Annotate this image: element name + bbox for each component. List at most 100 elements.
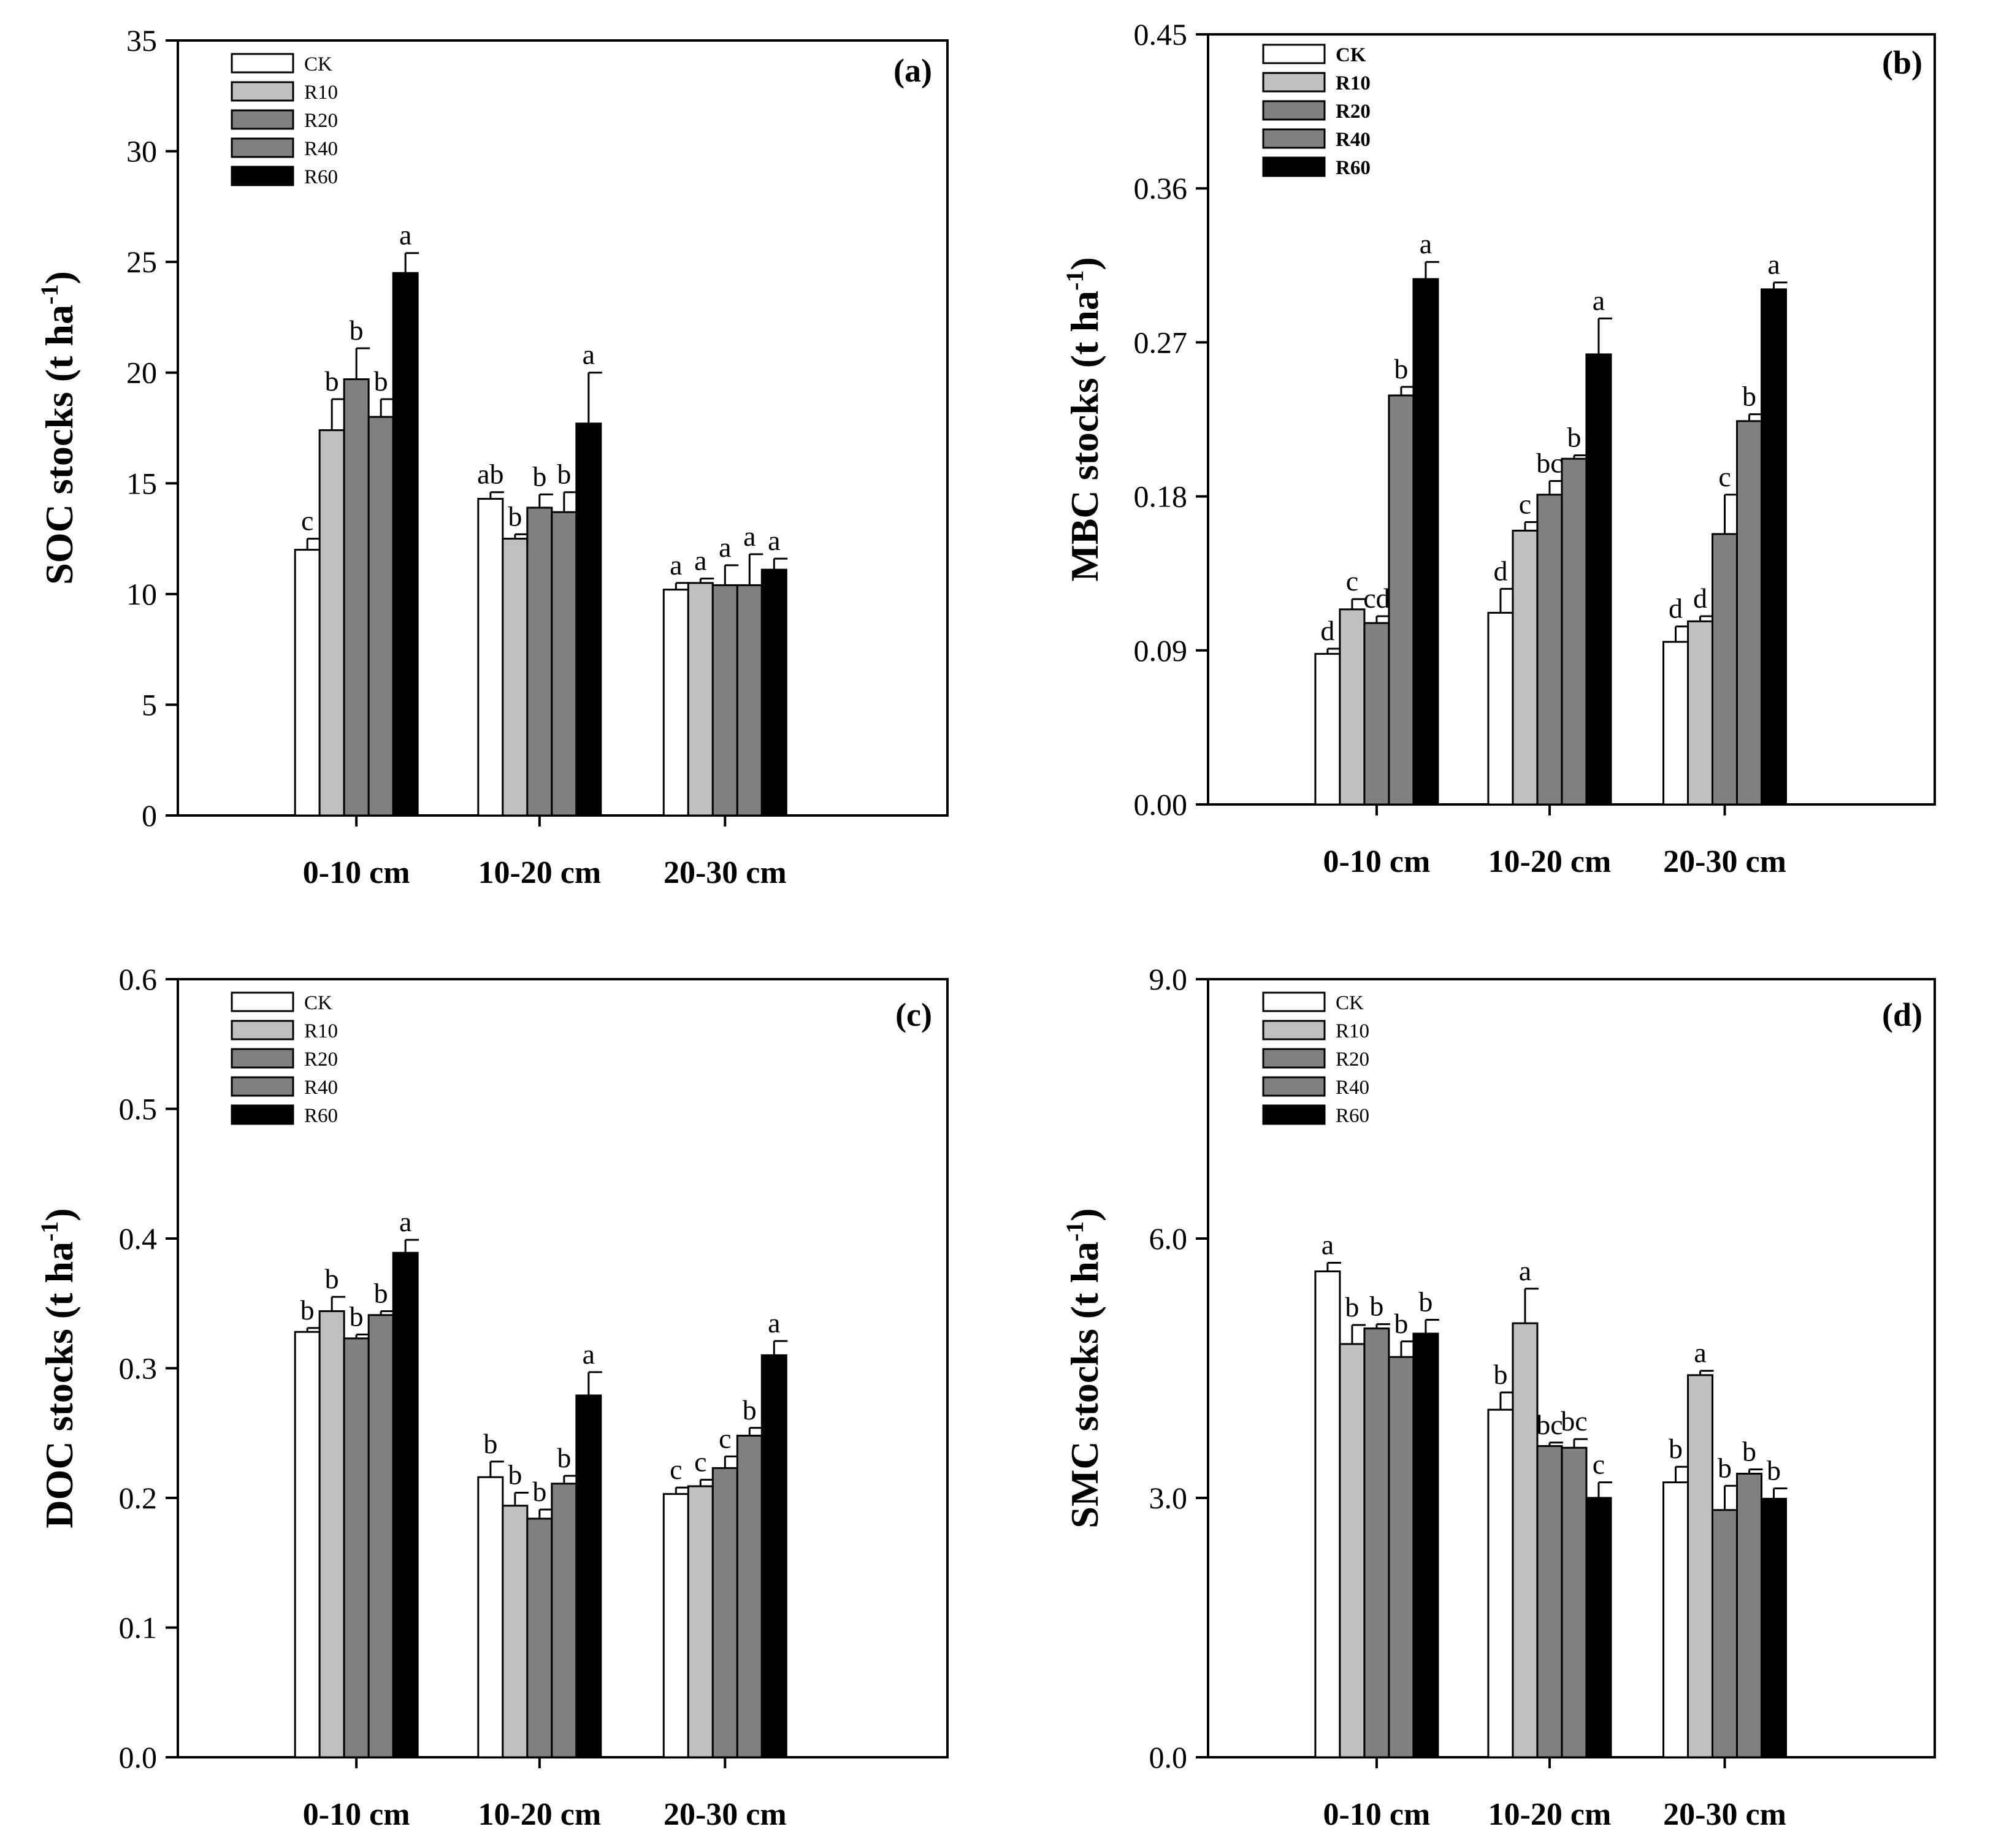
significance-letter: a [583, 339, 595, 370]
bar-ck [1487, 1408, 1514, 1758]
legend-swatch-r10 [231, 1020, 294, 1040]
significance-letter: b [532, 1476, 546, 1507]
significance-letter: b [1742, 381, 1756, 412]
significance-letter: a [719, 532, 731, 563]
significance-letter: a [583, 1338, 595, 1370]
bar-r40 [736, 1434, 763, 1758]
y-tick-label: 0 [142, 798, 157, 833]
bar-ck [1487, 611, 1514, 806]
panel-c: 0.0 0.1 0.2 0.3 0.4 0.5 0.6 DOC stocks (t ha-1)… [36, 962, 949, 1832]
significance-letter: c [670, 1454, 682, 1485]
y-tick-label: 0.45 [1134, 17, 1188, 52]
bar-r10 [687, 582, 714, 817]
legend-swatch-r60 [1262, 1104, 1326, 1125]
bar-r20 [711, 584, 738, 817]
y-axis-label: SOC stocks (t ha-1) [36, 271, 81, 585]
legend-label: R20 [304, 1048, 338, 1071]
legend-label: R10 [304, 1020, 338, 1042]
significance-letter: a [1420, 228, 1432, 259]
legend-swatch-r60 [231, 166, 294, 186]
significance-letter: b [1369, 1291, 1383, 1322]
x-category-label: 20-30 cm [1663, 1797, 1786, 1832]
significance-letter: a [1322, 1229, 1334, 1260]
bar-r40 [551, 511, 578, 817]
legend-label: R20 [1336, 101, 1371, 123]
y-tick-label: 0.4 [119, 1221, 158, 1256]
bar-ck [477, 1476, 504, 1758]
y-axis-label: SMC stocks (t ha-1) [1061, 1208, 1106, 1528]
y-axis-label-name: SOC stocks [37, 382, 81, 585]
panel-a: 0 5 10 15 20 25 30 35 SOC stocks (t ha-1) 0-10 cm… [36, 23, 949, 890]
x-category-label: 10-20 cm [478, 1797, 601, 1832]
significance-letter: b [483, 1428, 497, 1459]
legend-label: R20 [304, 110, 338, 132]
bar-r20 [711, 1467, 738, 1758]
bar-r60 [575, 1394, 602, 1758]
legend-label: R60 [304, 1105, 338, 1127]
y-tick-label: 0.2 [119, 1481, 158, 1515]
x-category-label: 10-20 cm [478, 855, 601, 890]
bar-r10 [1687, 1374, 1714, 1758]
y-axis-label-sup: -1 [36, 284, 63, 305]
bar-r40 [551, 1483, 578, 1758]
significance-letter: b [1567, 422, 1581, 453]
significance-letter: c [719, 1422, 731, 1454]
x-category-label: 0-10 cm [303, 1797, 410, 1832]
y-tick-label: 0.3 [119, 1351, 158, 1386]
significance-letter: b [325, 365, 339, 397]
y-axis-label-close: ) [1063, 1208, 1106, 1221]
y-tick-label: 0.36 [1134, 171, 1188, 205]
legend-label: R40 [304, 138, 338, 160]
significance-letter: c [1346, 565, 1358, 597]
legend-label: R10 [304, 82, 338, 104]
significance-letter: bc [1561, 1405, 1587, 1437]
y-axis-label-name: SMC stocks [1063, 1319, 1106, 1528]
y-tick-label: 9.0 [1149, 962, 1188, 996]
significance-letter: b [508, 1459, 522, 1491]
significance-letter: c [301, 505, 313, 536]
bar-r20 [343, 1337, 370, 1758]
y-axis-label-close: ) [37, 1208, 81, 1221]
significance-letter: c [1593, 1449, 1605, 1480]
panel-label: (c) [895, 996, 932, 1033]
significance-letter: bc [1536, 447, 1563, 478]
legend-swatch-r20 [231, 1048, 294, 1069]
y-axis-label-sup: -1 [1061, 270, 1088, 291]
bar-r20 [1536, 494, 1563, 806]
significance-letter: d [1493, 555, 1507, 586]
bar-ck [1314, 652, 1341, 806]
significance-letter: cd [1363, 582, 1390, 614]
legend-swatch-ck [231, 991, 294, 1012]
significance-letter: b [532, 460, 546, 492]
y-tick-label: 3.0 [1149, 1481, 1188, 1515]
bar-ck [1662, 1481, 1689, 1758]
bar-r40 [1561, 457, 1588, 806]
bar-r40 [367, 1314, 394, 1758]
significance-letter: c [1519, 488, 1531, 519]
legend-label: R40 [1336, 1077, 1369, 1099]
legend-swatch-r40 [231, 137, 294, 158]
significance-letter: b [508, 500, 522, 532]
bar-r10 [502, 1505, 529, 1758]
bar-r60 [1585, 353, 1612, 806]
y-tick-label: 35 [126, 23, 157, 58]
bar-r20 [1363, 622, 1390, 806]
significance-letter: b [350, 315, 364, 346]
bar-r10 [687, 1485, 714, 1758]
y-tick-label: 0.0 [1149, 1740, 1188, 1774]
legend-label: R60 [1336, 157, 1371, 179]
significance-letter: b [1767, 1454, 1781, 1486]
y-tick-label: 0.00 [1134, 787, 1188, 822]
y-axis-label-unit: (t ha [1063, 291, 1106, 368]
legend-swatch-r20 [231, 109, 294, 130]
significance-letter: a [768, 1307, 780, 1338]
bar-ck [662, 589, 689, 817]
legend-swatch-r10 [231, 81, 294, 102]
bar-r20 [1712, 533, 1739, 806]
y-tick-label: 25 [126, 245, 157, 279]
bar-r10 [1512, 1322, 1539, 1758]
bar-r10 [502, 538, 529, 817]
y-axis-label-close: ) [37, 271, 81, 284]
bar-r60 [1761, 1497, 1788, 1758]
bar-r10 [318, 1310, 345, 1758]
